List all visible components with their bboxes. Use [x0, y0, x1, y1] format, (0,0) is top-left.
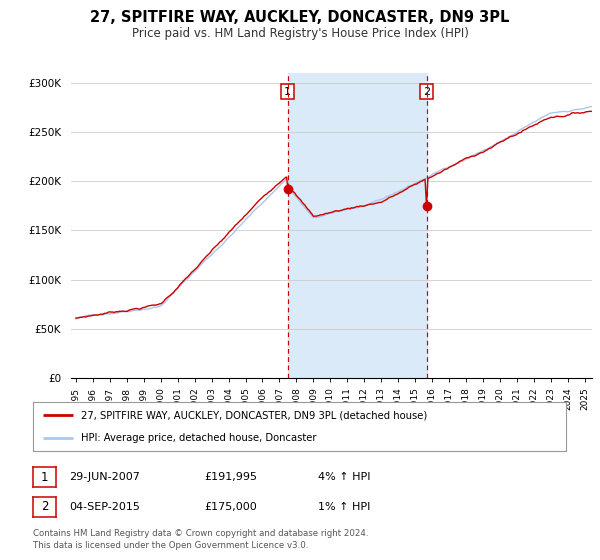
Text: 2: 2 [423, 87, 430, 96]
Text: Price paid vs. HM Land Registry's House Price Index (HPI): Price paid vs. HM Land Registry's House … [131, 27, 469, 40]
Text: £191,995: £191,995 [204, 472, 257, 482]
Text: 1: 1 [284, 87, 291, 96]
Text: 27, SPITFIRE WAY, AUCKLEY, DONCASTER, DN9 3PL: 27, SPITFIRE WAY, AUCKLEY, DONCASTER, DN… [91, 10, 509, 25]
Text: 1% ↑ HPI: 1% ↑ HPI [318, 502, 370, 512]
Text: 27, SPITFIRE WAY, AUCKLEY, DONCASTER, DN9 3PL (detached house): 27, SPITFIRE WAY, AUCKLEY, DONCASTER, DN… [81, 410, 427, 421]
Text: 29-JUN-2007: 29-JUN-2007 [69, 472, 140, 482]
Text: 2: 2 [41, 500, 48, 514]
Bar [288, 73, 427, 378]
Text: £175,000: £175,000 [204, 502, 257, 512]
Text: 4% ↑ HPI: 4% ↑ HPI [318, 472, 371, 482]
Text: HPI: Average price, detached house, Doncaster: HPI: Average price, detached house, Donc… [81, 433, 316, 443]
Text: Contains HM Land Registry data © Crown copyright and database right 2024.
This d: Contains HM Land Registry data © Crown c… [33, 529, 368, 550]
Text: 1: 1 [41, 470, 48, 484]
Text: 04-SEP-2015: 04-SEP-2015 [69, 502, 140, 512]
